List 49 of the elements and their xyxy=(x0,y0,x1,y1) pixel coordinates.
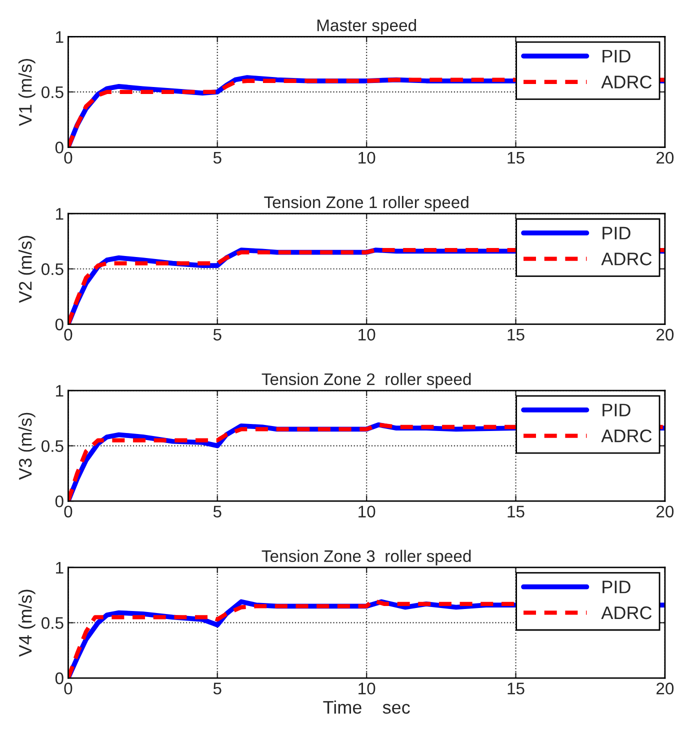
legend-label: ADRC xyxy=(601,76,652,88)
x-tick-label: 10 xyxy=(358,506,376,518)
y-tick-label: 1 xyxy=(56,31,64,43)
y-tick-label: 1 xyxy=(56,562,64,574)
y-tick-label: 0 xyxy=(55,318,64,330)
y-tick-label: 1 xyxy=(56,208,64,220)
x-tick-label: 15 xyxy=(508,328,524,341)
x-tick-label: 20 xyxy=(656,152,674,164)
x-tick-label: 0 xyxy=(64,682,72,694)
y-axis-title: V3 (m/s) xyxy=(18,412,36,480)
legend-label: PID xyxy=(602,580,630,594)
y-axis-title: V2 (m/s) xyxy=(18,236,36,303)
x-tick-label: 5 xyxy=(213,328,222,341)
x-tick-label: 0 xyxy=(64,506,72,518)
x-tick-label: 20 xyxy=(656,506,674,518)
legend-label: ADRC xyxy=(601,606,652,620)
y-tick-label: 0.5 xyxy=(42,440,64,452)
y-tick-label: 0.5 xyxy=(42,263,64,276)
x-tick-label: 20 xyxy=(656,328,674,341)
x-tick-label: 5 xyxy=(213,506,222,518)
y-axis-title: V1 (m/s) xyxy=(18,58,36,126)
x-tick-label: 15 xyxy=(508,506,524,518)
x-axis-title: Time sec xyxy=(323,700,410,714)
x-tick-label: 10 xyxy=(358,328,376,341)
y-tick-label: 0 xyxy=(55,672,64,684)
y-tick-label: 0.5 xyxy=(42,86,64,98)
legend-label: ADRC xyxy=(601,429,652,442)
y-tick-label: 0 xyxy=(55,142,64,154)
y-tick-label: 0 xyxy=(55,495,64,508)
chart-title: Tension Zone 2 roller speed xyxy=(262,372,471,388)
legend-label: PID xyxy=(602,226,630,240)
legend-label: PID xyxy=(602,404,630,416)
x-tick-label: 10 xyxy=(358,682,376,694)
chart-title: Tension Zone 1 roller speed xyxy=(264,196,468,212)
x-tick-label: 5 xyxy=(213,152,222,164)
y-tick-label: 0.5 xyxy=(42,617,64,629)
x-tick-label: 15 xyxy=(508,682,524,694)
x-tick-label: 10 xyxy=(358,152,376,164)
chart-title: Tension Zone 3 roller speed xyxy=(262,550,471,566)
y-tick-label: 1 xyxy=(56,385,64,397)
legend-label: ADRC xyxy=(601,252,652,266)
x-tick-label: 0 xyxy=(64,152,72,164)
y-axis-title: V4 (m/s) xyxy=(18,590,36,657)
legend-label: PID xyxy=(602,50,630,62)
chart-title: Master speed xyxy=(317,19,416,35)
x-tick-label: 0 xyxy=(64,328,72,341)
x-tick-label: 20 xyxy=(656,682,674,694)
x-tick-label: 5 xyxy=(213,682,222,694)
x-tick-label: 15 xyxy=(508,152,524,164)
